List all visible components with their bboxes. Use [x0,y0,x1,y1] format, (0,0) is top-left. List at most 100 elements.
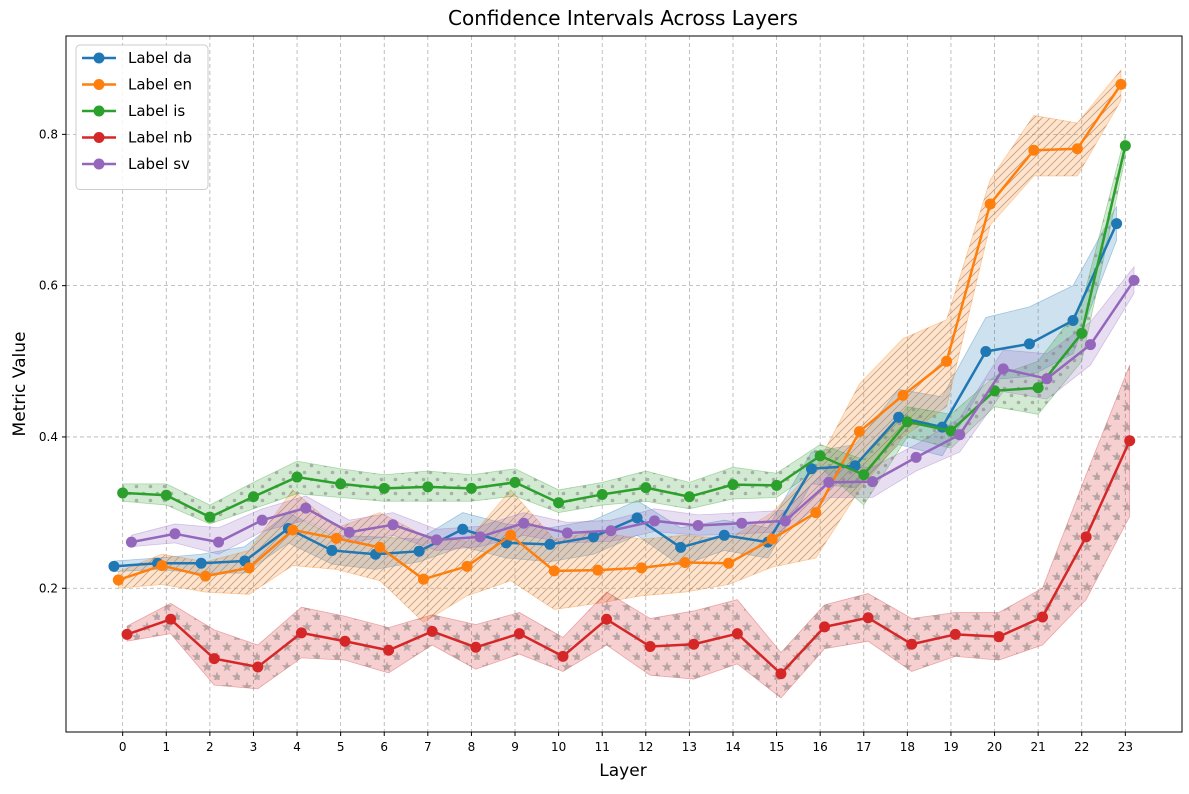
label-da-point [326,544,338,556]
plot-frame [65,35,1183,733]
label-sv-line [131,279,1136,544]
legend-swatch-marker [93,158,105,170]
label-da-point [587,531,599,543]
label-en-point [810,507,822,519]
label-nb-point [470,641,482,653]
label-en-point [417,573,429,585]
label-sv-point [1128,274,1140,286]
x-tick-label: 22 [1074,740,1089,754]
legend-swatch-marker [93,105,105,117]
label-da-point [108,560,120,572]
label-is-point [553,497,565,509]
label-is-point [509,476,521,488]
label-nb-point [426,625,438,637]
y-tick-label: 0.8 [39,127,58,141]
label-en-point [897,389,909,401]
label-sv-point [997,363,1009,375]
label-sv-point [954,429,966,441]
label-is-point [596,488,608,500]
label-en-point [679,557,691,569]
legend: Label da Label en Label is Label nb Label sv [75,44,209,190]
x-tick-label: 13 [682,740,697,754]
label-en-point [243,562,255,574]
label-en-point [1115,78,1127,90]
label-sv-point [518,517,530,529]
label-sv-point [169,528,181,540]
label-nb-point [775,668,787,680]
label-da-point [805,463,817,475]
legend-label: Label nb [128,129,192,147]
x-tick-label: 8 [468,740,476,754]
confidence-bands [113,68,1135,699]
label-sv-point [561,527,573,539]
label-sv-point [823,476,835,488]
label-sv-point [474,531,486,543]
x-tick-label: 3 [250,740,258,754]
label-nb-point [339,635,351,647]
label-is-point [465,482,477,494]
label-nb-band-hatch [127,365,1130,698]
label-en-point [505,529,517,541]
label-nb-point [252,661,264,673]
x-tick-label: 2 [206,740,214,754]
legend-label: Label sv [128,155,190,173]
label-sv-point [125,536,137,548]
label-nb-point [731,628,743,640]
x-tick-label: 6 [380,740,388,754]
label-is-point [247,491,259,503]
x-tick-label: 12 [638,740,653,754]
y-tick-label: 0.2 [39,581,58,595]
label-da-point [457,523,469,535]
y-tick-label: 0.6 [39,279,58,293]
label-is-point [683,491,695,503]
x-tick-label: 21 [1031,740,1046,754]
label-is-point [117,487,129,499]
label-en-point [941,355,953,367]
legend-label: Label en [128,76,192,94]
label-is-point [1076,327,1088,339]
label-sv-point [1084,339,1096,351]
label-is-point [291,471,303,483]
label-nb-point [906,638,918,650]
label-da-point [195,557,207,569]
label-en-point [766,533,778,545]
x-tick-label: 9 [511,740,519,754]
label-sv-point [605,525,617,537]
label-da-point [675,541,687,553]
label-en-point [853,426,865,438]
label-nb-point [819,621,831,633]
label-en-band-hatch [118,70,1121,623]
label-en-point [374,541,386,553]
label-is-point [858,469,870,481]
label-nb-point [644,641,656,653]
label-nb-point [295,627,307,639]
label-is-point [640,482,652,494]
label-da-point [1023,338,1035,350]
label-sv-point [649,515,661,527]
label-en-point [112,574,124,586]
label-nb-point [208,653,220,665]
label-da-point [1111,218,1123,230]
label-is-point [945,425,957,437]
label-nb-point [165,613,177,625]
x-tick-label: 14 [725,740,740,754]
label-is-point [378,482,390,494]
label-en-point [287,524,299,536]
y-axis-title: Metric Value [10,332,30,437]
label-sv-point [256,514,268,526]
label-sv-point [910,451,922,463]
legend-swatch-marker [93,52,105,64]
label-is-confidence-band [122,134,1126,525]
label-da-point [544,538,556,550]
label-en-point [200,570,211,582]
label-en-point [461,560,473,572]
label-sv-point [692,519,704,531]
label-en-point [984,198,996,210]
label-nb-line [126,440,1131,675]
label-is-point [422,481,434,493]
label-en-point [330,532,342,544]
legend-label: Label da [128,49,192,67]
label-is-point [1032,382,1044,394]
legend-swatch-marker [93,79,105,90]
